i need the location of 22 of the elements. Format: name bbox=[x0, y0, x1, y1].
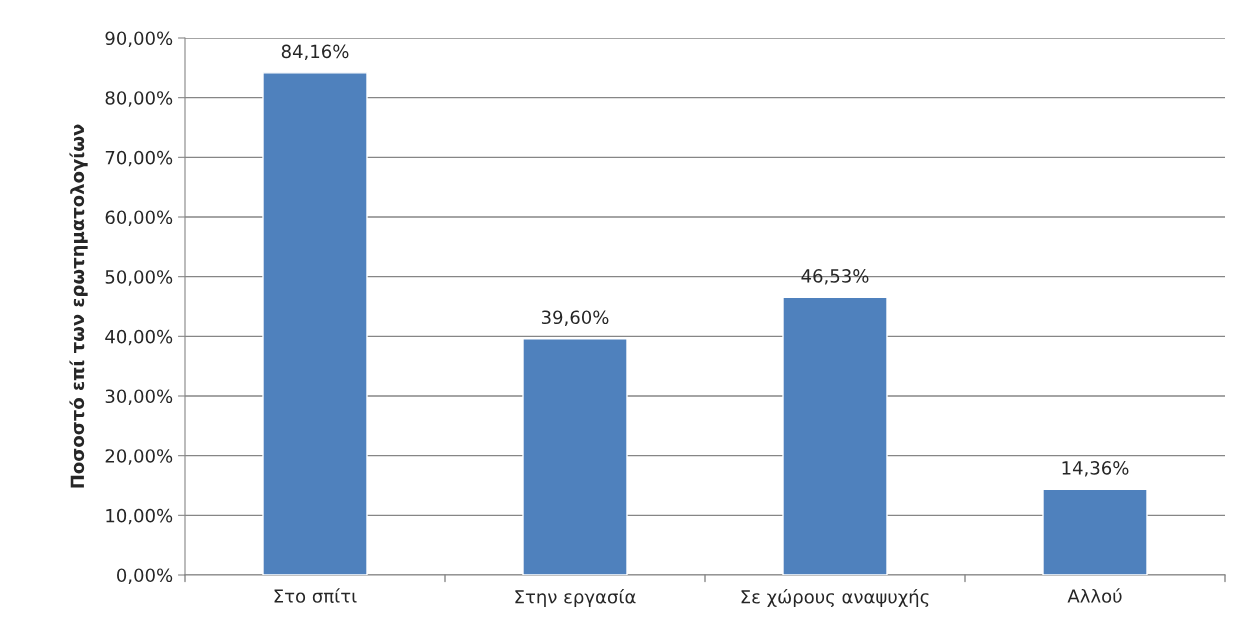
x-tick-label: Αλλού bbox=[1067, 588, 1122, 603]
x-tick-label: Στην εργασία bbox=[515, 588, 636, 608]
y-tick-label: 50,00% bbox=[105, 270, 173, 286]
data-label: 84,16% bbox=[281, 44, 349, 61]
bar bbox=[262, 72, 368, 575]
x-tick-label: Στο σπίτι bbox=[274, 588, 357, 603]
bar bbox=[782, 296, 888, 575]
data-label: 39,60% bbox=[541, 310, 609, 326]
y-tick-label: 70,00% bbox=[105, 150, 173, 167]
data-label: 14,36% bbox=[1062, 461, 1129, 477]
y-tick-label: 0,00% bbox=[117, 568, 173, 584]
bar bbox=[522, 338, 628, 575]
y-tick-label: 60,00% bbox=[105, 210, 173, 226]
y-tick-label: 40,00% bbox=[105, 329, 173, 346]
y-tick-label: 30,00% bbox=[105, 389, 173, 405]
y-tick-label: 90,00% bbox=[105, 31, 173, 47]
y-tick-label: 20,00% bbox=[105, 449, 173, 465]
x-tick-label: Σε χώρους αναψυχής bbox=[741, 588, 929, 608]
bar bbox=[1042, 488, 1148, 575]
y-tick-label: 10,00% bbox=[106, 508, 173, 525]
y-axis-title: Ποσοστό επί των ερωτηματολογίων bbox=[69, 124, 88, 488]
y-tick-label: 80,00% bbox=[105, 91, 173, 107]
